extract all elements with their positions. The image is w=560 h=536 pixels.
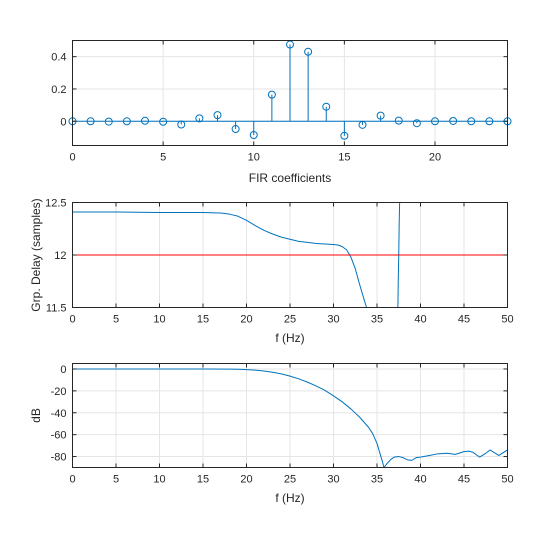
stem-marker	[122, 117, 131, 126]
stem-marker	[159, 117, 168, 126]
stem-marker	[340, 131, 349, 140]
x-tick-label: 25	[284, 474, 296, 486]
x-tick-label: 40	[414, 314, 426, 326]
x-tick-label: 10	[153, 474, 165, 486]
stem-marker	[485, 117, 494, 126]
x-tick-label: 10	[248, 152, 260, 164]
group-delay-axes: 0 5 10 15 20 25 30 35 40 45 50 11.5 12 12.5 f (Hz) Grp.…	[29, 198, 514, 346]
stem-marker	[213, 111, 222, 120]
stem-marker	[231, 125, 240, 134]
y-tick-label: 11.5	[46, 303, 67, 315]
stem-marker	[195, 114, 204, 123]
x-tick-label: 20	[240, 474, 252, 486]
stem-marker	[431, 117, 439, 126]
stem-marker	[322, 102, 331, 111]
y-tick-label: 0	[60, 116, 66, 128]
y-tick-label: 12.5	[45, 198, 66, 210]
stem-marker	[267, 90, 276, 99]
stem-marker	[141, 116, 149, 125]
x-tick-label: 25	[284, 314, 296, 326]
x-tick-label: 40	[414, 474, 426, 486]
y-tick-label: 0	[60, 364, 66, 376]
x-tick-label: 15	[338, 152, 350, 164]
stem-marker	[467, 117, 476, 126]
y-tick-label: 12	[54, 250, 66, 262]
fir-coefficients-axes: 0 5 10 15 20 0 0.2 0.4 FIR coefficients	[51, 40, 512, 185]
stem-marker	[177, 120, 186, 129]
x-tick-label: 30	[327, 474, 339, 486]
stem-marker	[449, 116, 458, 125]
plot-content	[72, 368, 508, 468]
x-tick-label: 10	[153, 314, 165, 326]
stem-marker	[249, 131, 258, 139]
series-line	[72, 368, 508, 468]
stem-marker	[286, 40, 294, 49]
x-axis-label: FIR coefficients	[249, 171, 331, 185]
y-tick-label: -20	[51, 386, 67, 398]
x-tick-label: 35	[371, 314, 383, 326]
x-axis-label: f (Hz)	[275, 491, 304, 505]
x-tick-label: 0	[69, 474, 75, 486]
x-tick-label: 0	[69, 152, 75, 164]
stem-marker	[376, 111, 385, 120]
x-tick-label: 5	[113, 474, 119, 486]
x-tick-label: 35	[371, 474, 383, 486]
y-tick-label: -60	[51, 430, 67, 442]
stem-marker	[394, 116, 403, 125]
x-tick-label: 50	[501, 474, 513, 486]
x-tick-label: 45	[458, 474, 470, 486]
series-line	[72, 211, 368, 308]
stem-marker	[104, 117, 113, 126]
x-tick-label: 5	[160, 152, 166, 164]
x-tick-label: 20	[240, 314, 252, 326]
x-tick-label: 45	[458, 314, 470, 326]
stem-marker	[358, 120, 367, 129]
x-tick-label: 30	[327, 314, 339, 326]
y-axis-label: Grp. Delay (samples)	[29, 198, 43, 311]
axes-frame	[72, 40, 508, 146]
x-tick-label: 5	[113, 314, 119, 326]
x-axis-label: f (Hz)	[275, 331, 304, 345]
stem-marker	[304, 47, 313, 56]
plot-content	[72, 202, 508, 308]
y-tick-label: 0.4	[51, 52, 66, 64]
x-tick-label: 20	[429, 152, 441, 164]
stem-marker	[412, 119, 421, 128]
plot-content	[72, 44, 508, 136]
x-tick-label: 0	[69, 314, 75, 326]
stem-marker	[86, 117, 95, 126]
y-axis-label: dB	[29, 408, 43, 423]
y-tick-label: -40	[51, 408, 67, 420]
magnitude-response-axes: 0 5 10 15 20 25 30 35 40 45 50 0 -20 -40 -60 -80 f (Hz) d…	[29, 363, 514, 505]
y-tick-label: 0.2	[51, 84, 66, 96]
x-tick-label: 15	[197, 474, 209, 486]
x-tick-label: 15	[197, 314, 209, 326]
x-tick-label: 50	[501, 314, 513, 326]
y-tick-label: -80	[51, 452, 67, 464]
